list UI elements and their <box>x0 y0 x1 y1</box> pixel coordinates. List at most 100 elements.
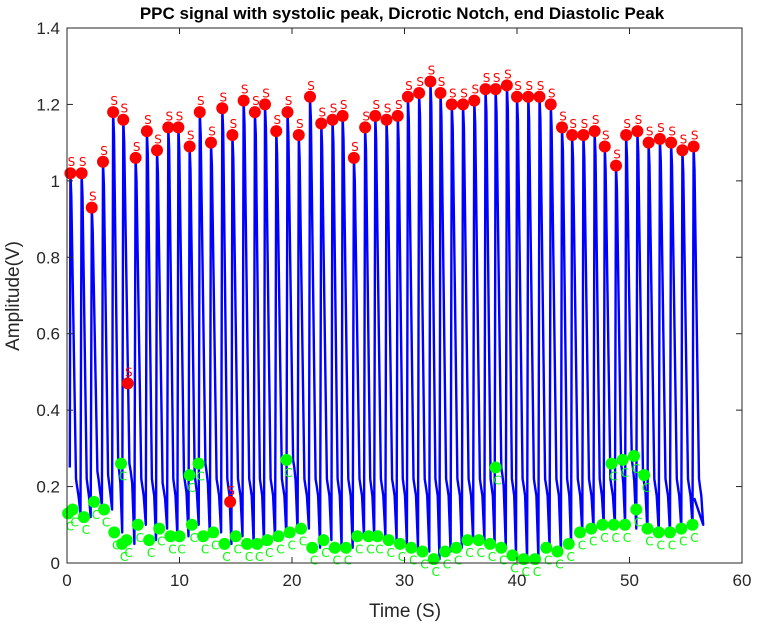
systolic-peak-marker <box>326 113 339 126</box>
notch-marker <box>489 461 502 474</box>
systolic-peak-marker <box>566 129 579 141</box>
systolic-peak-label: S <box>362 109 370 123</box>
notch-marker <box>261 534 274 547</box>
systolic-peak-label: S <box>384 102 392 116</box>
notch-label: C <box>493 473 501 487</box>
notch-label: C <box>70 516 78 530</box>
systolic-peak-marker <box>75 167 88 180</box>
x-tick-label: 0 <box>62 571 71 590</box>
systolic-peak-label: S <box>372 98 380 112</box>
systolic-peak-marker <box>479 83 492 96</box>
notch-marker <box>192 457 205 470</box>
systolic-peak-label: S <box>273 113 281 127</box>
notch-label: C <box>310 554 318 568</box>
notch-label: C <box>276 542 284 556</box>
systolic-peak-marker <box>117 113 130 126</box>
notch-marker <box>472 534 485 547</box>
notch-marker <box>484 537 496 550</box>
notch-label: C <box>621 466 629 480</box>
y-tick-label: 1.2 <box>36 95 60 114</box>
systolic-peak-label: S <box>125 365 133 379</box>
notch-label: C <box>432 565 440 579</box>
systolic-peak-label: S <box>416 75 424 89</box>
systolic-peak-label: S <box>154 132 162 146</box>
notch-marker <box>280 453 293 466</box>
notch-marker <box>317 534 330 547</box>
notch-label: C <box>567 550 575 564</box>
systolic-peak-marker <box>292 129 305 141</box>
systolic-peak-marker <box>401 90 414 103</box>
systolic-peak-label: S <box>68 155 76 169</box>
y-tick-label: 0.2 <box>36 478 60 497</box>
notch-marker <box>607 518 620 531</box>
notch-marker <box>529 553 541 566</box>
signal-layer <box>68 80 705 561</box>
notch-label: C <box>124 546 132 560</box>
notch-marker <box>283 526 296 539</box>
notch-label: C <box>375 542 383 556</box>
notch-label: C <box>609 470 617 484</box>
systolic-peak-label: S <box>613 148 621 162</box>
systolic-peak-marker <box>522 90 535 103</box>
notch-marker <box>164 530 177 543</box>
systolic-peak-marker <box>457 98 469 111</box>
notch-label: C <box>533 565 541 579</box>
notch-marker <box>562 537 575 550</box>
systolic-peak-marker <box>687 140 700 153</box>
notch-label: C <box>92 508 100 522</box>
chart-title: PPC signal with systolic peak, Dicrotic … <box>140 4 665 23</box>
systolic-peak-marker <box>347 151 360 164</box>
notch-marker <box>143 534 156 547</box>
systolic-peak-marker <box>85 201 98 214</box>
notch-marker <box>574 526 586 539</box>
systolic-peak-label: S <box>471 83 479 97</box>
y-tick-label: 1.4 <box>36 19 60 38</box>
notch-label: C <box>642 481 650 495</box>
y-tick-label: 1 <box>51 172 60 191</box>
notch-marker <box>251 537 264 550</box>
notch-label: C <box>234 542 242 556</box>
systolic-peak-marker <box>259 98 271 111</box>
notch-marker <box>540 541 553 554</box>
notch-marker <box>495 541 508 554</box>
notch-label: C <box>690 531 698 545</box>
notch-label: C <box>211 538 219 552</box>
systolic-peak-label: S <box>537 79 545 93</box>
notch-marker <box>416 545 429 558</box>
systolic-peak-marker <box>172 121 185 134</box>
systolic-peak-label: S <box>340 98 348 112</box>
systolic-peak-label: S <box>110 94 118 108</box>
systolic-peak-label: S <box>525 79 533 93</box>
notch-marker <box>77 511 90 524</box>
notch-label: C <box>355 542 363 556</box>
systolic-peak-label: S <box>100 144 108 158</box>
systolic-peak-marker <box>676 144 689 157</box>
systolic-peak-marker <box>216 102 229 115</box>
notch-label: C <box>634 516 642 530</box>
notch-marker <box>382 534 395 547</box>
systolic-peak-marker <box>237 94 250 107</box>
notch-marker <box>229 530 242 543</box>
notch-label: C <box>344 554 352 568</box>
notch-label: C <box>623 531 631 545</box>
systolic-peak-label: S <box>89 190 97 204</box>
notch-label: C <box>120 550 128 564</box>
systolic-peak-marker <box>424 75 437 88</box>
notch-label: C <box>409 554 417 568</box>
systolic-peak-label: S <box>493 71 501 85</box>
systolic-peak-label: S <box>691 128 699 142</box>
systolic-peak-label: S <box>680 132 688 146</box>
notch-marker <box>306 541 319 554</box>
systolic-peak-label: S <box>351 140 359 154</box>
notch-label: C <box>657 538 665 552</box>
notch-label: C <box>544 554 552 568</box>
notch-label: C <box>668 538 676 552</box>
systolic-peak-marker <box>391 109 404 122</box>
systolic-peak-label: S <box>176 109 184 123</box>
systolic-peak-label: S <box>668 125 676 139</box>
notch-label: C <box>136 531 144 545</box>
systolic-peak-marker <box>224 495 237 508</box>
systolic-peak-marker <box>151 144 163 157</box>
notch-label: C <box>600 531 608 545</box>
